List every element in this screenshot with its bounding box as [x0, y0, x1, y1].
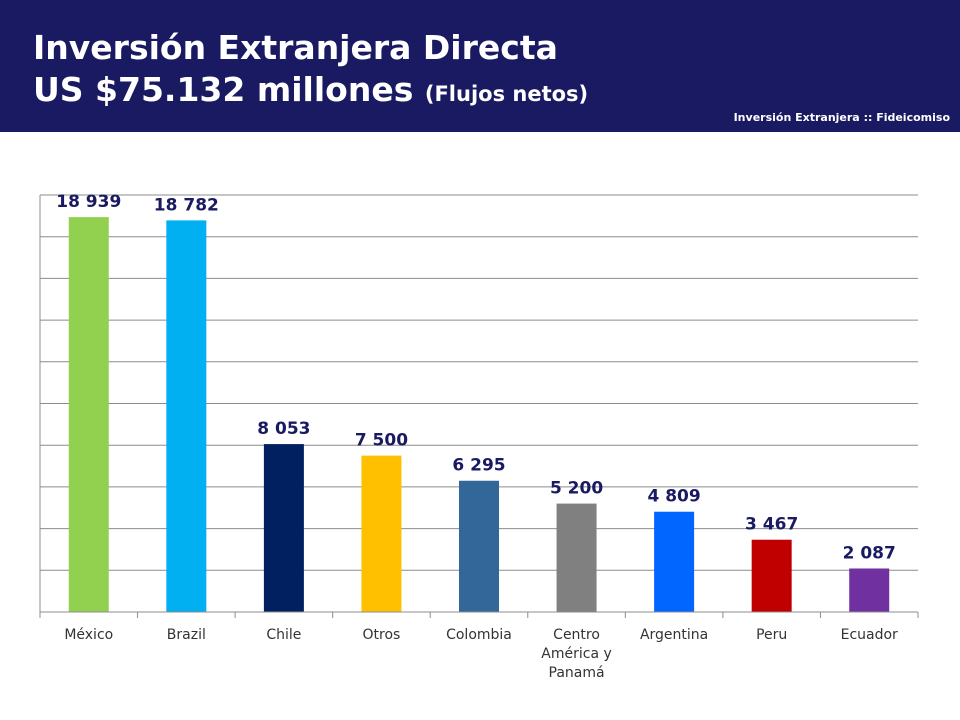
data-label: 7 500 — [355, 431, 408, 451]
data-label: 4 809 — [647, 487, 700, 507]
subtitle-main: US $75.132 millones — [33, 70, 414, 109]
x-tick-label: Centro América y Panamá — [541, 627, 612, 681]
x-tick-label: Ecuador — [841, 627, 898, 643]
data-label: 5 200 — [550, 479, 603, 499]
bar — [263, 444, 304, 612]
x-tick-label: Argentina — [640, 627, 708, 643]
bar — [166, 220, 207, 612]
x-tick-label: Chile — [266, 627, 301, 643]
x-tick-label: Otros — [363, 627, 401, 643]
header-banner: Inversión Extranjera Directa US $75.132 … — [0, 0, 960, 132]
x-tick-label: México — [64, 627, 113, 643]
x-tick-label: Brazil — [167, 627, 206, 643]
bar — [751, 539, 792, 612]
data-label: 18 939 — [56, 192, 121, 212]
bar — [459, 480, 499, 612]
x-tick-label: Colombia — [446, 627, 512, 643]
data-label: 8 053 — [257, 419, 310, 439]
data-label: 2 087 — [843, 543, 896, 563]
data-label: 18 782 — [154, 195, 219, 215]
bar — [654, 511, 695, 612]
page-title: Inversión Extranjera Directa — [33, 28, 558, 67]
bar — [68, 217, 109, 612]
bar — [556, 503, 597, 612]
section-label: Inversión Extranjera :: Fideicomiso — [733, 111, 950, 124]
bar-chart: 18 939 México 18 782 Brazil 8 053 Chile 7 500 O… — [39, 192, 919, 681]
subtitle-suffix: (Flujos netos) — [424, 82, 589, 106]
bar — [849, 568, 890, 612]
x-tick-label: Peru — [756, 627, 787, 643]
page-subtitle: US $75.132 millones (Flujos netos) — [33, 70, 588, 109]
data-label: 6 295 — [452, 456, 505, 476]
bar — [361, 455, 402, 612]
data-label: 3 467 — [745, 515, 798, 535]
